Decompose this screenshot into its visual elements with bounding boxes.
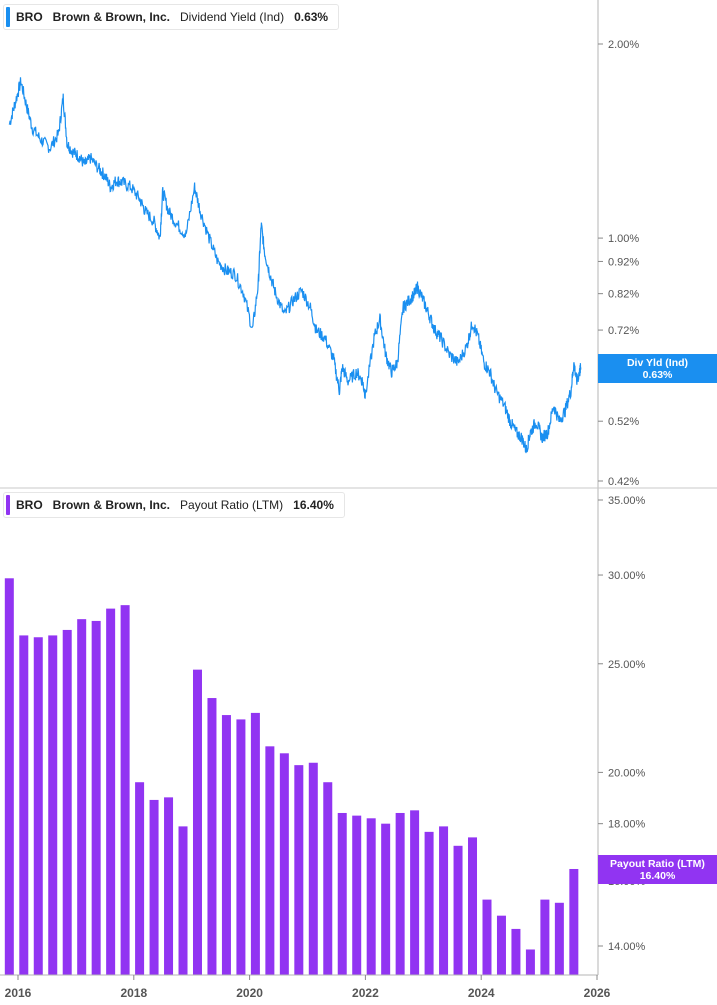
payout-bar bbox=[569, 868, 579, 975]
payout-bar bbox=[164, 797, 174, 975]
bottom-y-axis: 35.00%30.00%25.00%20.00%18.00%16.00%14.0… bbox=[598, 495, 646, 953]
flag-label: Div Yld (Ind) bbox=[626, 357, 689, 369]
y-tick-label: 2.00% bbox=[608, 39, 639, 51]
y-tick-label: 30.00% bbox=[608, 570, 646, 582]
legend-value: 0.63% bbox=[294, 10, 329, 24]
y-tick-label: 35.00% bbox=[608, 495, 646, 507]
y-tick-label: 0.72% bbox=[608, 325, 639, 337]
payout-ratio-color-swatch bbox=[6, 495, 10, 515]
payout-bar bbox=[192, 669, 202, 975]
x-axis: 2016 2018 2020 2022 2024 2026 bbox=[5, 975, 611, 1000]
y-tick-label: 20.00% bbox=[608, 767, 646, 779]
payout-bar bbox=[381, 823, 391, 975]
payout-bar bbox=[207, 698, 217, 975]
y-tick-label: 14.00% bbox=[608, 941, 646, 953]
dividend-yield-line bbox=[8, 77, 582, 454]
y-tick-label: 0.92% bbox=[608, 256, 639, 268]
payout-bar bbox=[279, 753, 289, 975]
payout-bar bbox=[554, 902, 564, 975]
legend-ticker: BRO bbox=[16, 10, 43, 24]
y-tick-label: 18.00% bbox=[608, 819, 646, 831]
payout-bar bbox=[77, 619, 87, 975]
payout-bar bbox=[236, 719, 246, 975]
payout-ratio-value-flag: Payout Ratio (LTM) 16.40% bbox=[598, 855, 717, 884]
payout-bar bbox=[120, 605, 130, 975]
x-tick-label: 2018 bbox=[120, 986, 147, 1000]
x-tick-label: 2026 bbox=[584, 986, 611, 1000]
payout-bar bbox=[33, 637, 43, 975]
dividend-yield-color-swatch bbox=[6, 7, 10, 27]
payout-bar bbox=[308, 762, 318, 975]
x-tick-label: 2024 bbox=[468, 986, 495, 1000]
payout-bar bbox=[468, 837, 478, 975]
payout-bar bbox=[453, 845, 463, 975]
top-legend: BRO Brown & Brown, Inc. Dividend Yield (… bbox=[3, 4, 340, 30]
payout-bar bbox=[424, 831, 434, 975]
legend-metric: Dividend Yield (Ind) bbox=[180, 10, 285, 24]
payout-bar bbox=[106, 608, 116, 975]
payout-bar bbox=[496, 915, 506, 975]
x-tick-label: 2022 bbox=[352, 986, 379, 1000]
payout-ratio-bars bbox=[4, 578, 579, 975]
dividend-yield-value-flag: Div Yld (Ind) 0.63% bbox=[598, 354, 717, 383]
legend-metric: Payout Ratio (LTM) bbox=[180, 498, 284, 512]
payout-bar bbox=[323, 782, 333, 975]
y-tick-label: 1.00% bbox=[608, 233, 639, 245]
x-tick-label: 2016 bbox=[5, 986, 32, 1000]
flag-label: Payout Ratio (LTM) bbox=[610, 858, 705, 870]
y-tick-label: 0.82% bbox=[608, 289, 639, 301]
chart-frame bbox=[0, 0, 717, 976]
legend-company: Brown & Brown, Inc. bbox=[52, 498, 171, 512]
payout-bar bbox=[149, 799, 159, 975]
y-tick-label: 25.00% bbox=[608, 659, 646, 671]
y-tick-label: 0.52% bbox=[608, 416, 639, 428]
legend-ticker: BRO bbox=[16, 498, 43, 512]
payout-bar bbox=[4, 578, 14, 975]
payout-bar bbox=[352, 815, 362, 975]
payout-bar bbox=[482, 899, 492, 975]
payout-bar bbox=[540, 899, 550, 975]
payout-bar bbox=[337, 812, 347, 975]
payout-bar bbox=[294, 765, 304, 975]
payout-bar bbox=[265, 746, 275, 975]
payout-bar bbox=[91, 620, 101, 975]
payout-bar bbox=[19, 635, 29, 975]
payout-bar bbox=[135, 782, 145, 975]
x-tick-label: 2020 bbox=[236, 986, 263, 1000]
payout-bar bbox=[511, 928, 521, 975]
flag-value: 0.63% bbox=[642, 369, 673, 381]
payout-bar bbox=[178, 826, 188, 975]
payout-bar bbox=[62, 629, 72, 975]
legend-company: Brown & Brown, Inc. bbox=[52, 10, 171, 24]
payout-bar bbox=[221, 715, 231, 975]
payout-bar bbox=[410, 810, 420, 975]
payout-bar bbox=[48, 635, 58, 975]
payout-bar bbox=[439, 826, 449, 975]
payout-bar bbox=[366, 818, 376, 975]
y-tick-label: 0.42% bbox=[608, 476, 639, 488]
legend-value: 16.40% bbox=[293, 498, 334, 512]
top-y-axis: 2.00%1.00%0.92%0.82%0.72%0.62%0.52%0.42% bbox=[598, 39, 639, 488]
payout-bar bbox=[250, 712, 260, 975]
bottom-legend: BRO Brown & Brown, Inc. Payout Ratio (LT… bbox=[3, 492, 345, 518]
flag-value: 16.40% bbox=[639, 870, 676, 882]
payout-bar bbox=[395, 812, 405, 975]
payout-bar bbox=[525, 949, 535, 975]
